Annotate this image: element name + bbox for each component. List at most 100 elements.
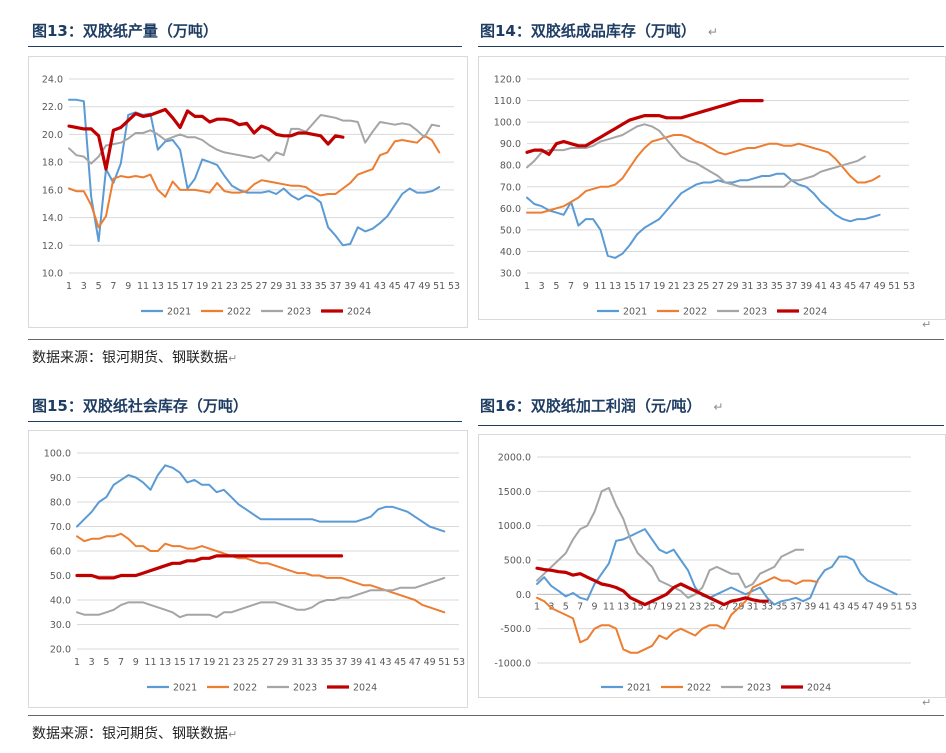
- y-tick-label: 2000.0: [498, 453, 531, 464]
- x-tick-label: 5: [553, 281, 559, 292]
- legend-label-2022: 2022: [687, 683, 711, 694]
- x-tick-label: 27: [255, 281, 267, 292]
- x-tick-label: 35: [775, 601, 787, 612]
- series-line-2024: [525, 98, 764, 157]
- x-tick-label: 7: [577, 601, 583, 612]
- chart-14-title: 图14：双胶纸成品库存（万吨）: [480, 22, 696, 40]
- y-tick-label: 18.0: [42, 158, 63, 169]
- source-text-top: 数据来源：银河期货、钢联数据: [32, 350, 228, 366]
- x-tick-label: 9: [592, 601, 598, 612]
- x-tick-label: 43: [833, 601, 845, 612]
- chart-13: 10.012.014.016.018.020.022.024.01 3 5 7 9 11 1…: [42, 75, 460, 318]
- x-tick-label: 3: [89, 657, 95, 668]
- y-tick-label: 80.0: [50, 498, 71, 509]
- legend-label-2022: 2022: [683, 307, 707, 318]
- x-tick-label: 27: [262, 657, 274, 668]
- x-tick-label: 43: [374, 281, 386, 292]
- x-tick-label: 3: [539, 281, 545, 292]
- y-tick-label: 14.0: [42, 213, 63, 224]
- return-mark: ↵: [228, 352, 238, 365]
- y-tick-label: 110.0: [494, 96, 521, 107]
- x-tick-label: 25: [697, 281, 709, 292]
- legend-label-2023: 2023: [287, 307, 311, 318]
- x-tick-label: 9: [583, 281, 589, 292]
- x-tick-label: 31: [285, 281, 297, 292]
- legend-label-2021: 2021: [167, 307, 191, 318]
- x-tick-label: 27: [718, 601, 730, 612]
- x-tick-label: 19: [660, 601, 672, 612]
- x-tick-label: 33: [761, 601, 773, 612]
- x-tick-label: 51: [433, 281, 445, 292]
- y-tick-label: 70.0: [50, 522, 71, 533]
- x-tick-label: 27: [712, 281, 724, 292]
- legend-label-2023: 2023: [293, 683, 317, 694]
- legend-label-2023: 2023: [747, 683, 771, 694]
- x-tick-label: 21: [211, 281, 223, 292]
- x-tick-label: 5: [103, 657, 109, 668]
- x-tick-label: 19: [653, 281, 665, 292]
- y-tick-label: 16.0: [42, 185, 63, 196]
- x-tick-label: 33: [756, 281, 768, 292]
- x-tick-label: 35: [315, 281, 327, 292]
- chart-16: -1000.0 -500.0 0.0 500.0 1000.0 1500.0 2000.0 1…: [494, 453, 917, 694]
- chart-15-title-rule: [28, 421, 462, 422]
- y-tick-label: 80.0: [500, 161, 521, 172]
- x-tick-label: 15: [632, 601, 644, 612]
- chart-15-frame: 20.0 30.0 40.0 50.0 60.0 70.0 80.0 90.0 100.0 1 3 5…: [28, 430, 468, 708]
- x-tick-label: 37: [785, 281, 797, 292]
- y-tick-label: 12.0: [42, 241, 63, 252]
- legend-label-2024: 2024: [803, 307, 827, 318]
- x-tick-label: 51: [891, 601, 903, 612]
- x-tick-label: 21: [675, 601, 687, 612]
- x-tick-label: 45: [847, 601, 859, 612]
- series-line-2022: [536, 576, 819, 654]
- x-tick-label: 19: [203, 657, 215, 668]
- series-line-2023: [68, 114, 441, 165]
- x-tick-label: 21: [668, 281, 680, 292]
- x-tick-label: 13: [617, 601, 629, 612]
- x-tick-label: 47: [409, 657, 421, 668]
- y-tick-label: 20.0: [50, 645, 71, 656]
- source-note-bottom: 数据来源：银河期货、钢联数据↵: [32, 723, 237, 743]
- legend-label-2021: 2021: [173, 683, 197, 694]
- y-tick-label: 22.0: [42, 102, 63, 113]
- x-tick-label: 39: [350, 657, 362, 668]
- x-tick-label: 31: [741, 281, 753, 292]
- x-tick-label: 15: [624, 281, 636, 292]
- x-tick-label: 9: [125, 281, 131, 292]
- x-tick-label: 21: [218, 657, 230, 668]
- x-tick-label: 53: [448, 281, 460, 292]
- y-tick-label: 70.0: [500, 182, 521, 193]
- x-tick-label: 37: [790, 601, 802, 612]
- x-tick-label: 25: [241, 281, 253, 292]
- y-tick-label: 24.0: [42, 75, 63, 86]
- x-tick-label: 43: [829, 281, 841, 292]
- x-tick-label: 23: [226, 281, 238, 292]
- chart-14-title-wrap: 图14：双胶纸成品库存（万吨） ↵: [480, 20, 718, 41]
- chart-16-title-rule: [478, 425, 944, 426]
- y-tick-label: 40.0: [500, 247, 521, 258]
- legend-label-2023: 2023: [743, 307, 767, 318]
- x-tick-label: 31: [291, 657, 303, 668]
- chart-16-title: 图16：双胶纸加工利润（元/吨）: [480, 397, 702, 415]
- y-tick-label: 90.0: [50, 473, 71, 484]
- series-line-2021: [76, 464, 446, 533]
- x-tick-label: 35: [771, 281, 783, 292]
- x-tick-label: 47: [859, 281, 871, 292]
- x-tick-label: 1: [74, 657, 80, 668]
- x-tick-label: 13: [152, 281, 164, 292]
- x-tick-label: 3: [81, 281, 87, 292]
- x-tick-label: 7: [568, 281, 574, 292]
- x-tick-label: 15: [167, 281, 179, 292]
- y-tick-label: 1000.0: [498, 521, 531, 532]
- y-tick-label: 120.0: [494, 75, 521, 86]
- x-tick-label: 39: [800, 281, 812, 292]
- source-text-bottom: 数据来源：银河期货、钢联数据: [32, 726, 228, 742]
- x-tick-label: 7: [118, 657, 124, 668]
- series-line-2024: [75, 554, 344, 580]
- y-tick-label: 1500.0: [498, 487, 531, 498]
- source-rule-top: [28, 339, 944, 340]
- source-rule-bottom: [28, 715, 944, 716]
- x-tick-label: 49: [876, 601, 888, 612]
- x-tick-label: 25: [704, 601, 716, 612]
